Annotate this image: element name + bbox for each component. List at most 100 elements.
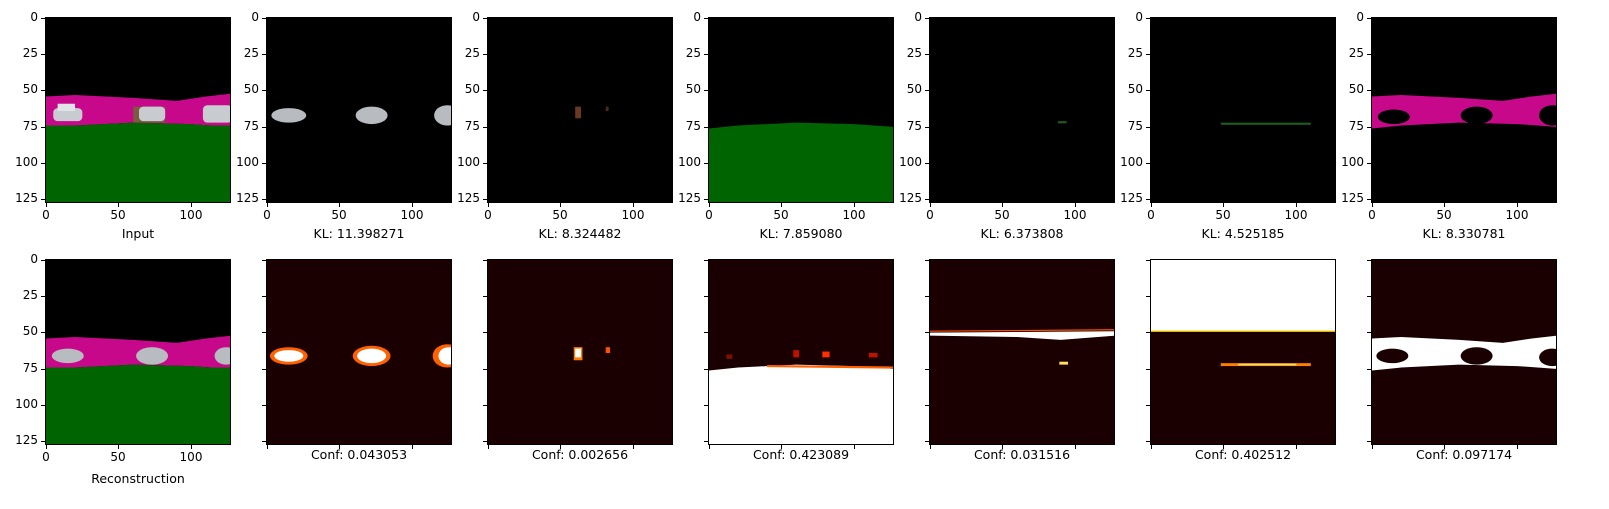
y-tick-label: 75 (685, 119, 701, 133)
x-tick-mark (1444, 445, 1445, 449)
x-tick-label: 100 (179, 450, 203, 464)
y-tick-mark (1367, 260, 1371, 261)
x-tick-mark (118, 203, 119, 207)
y-tick-mark (41, 18, 45, 19)
y-tick-mark (704, 18, 708, 19)
x-tick-mark (1151, 203, 1152, 207)
y-tick-mark (704, 296, 708, 297)
y-tick-mark (41, 405, 45, 406)
y-tick-mark (262, 296, 266, 297)
x-tick-label: 100 (400, 208, 424, 222)
x-tick-mark (191, 445, 192, 449)
y-tick-label: 0 (1356, 10, 1364, 24)
latent-image-5 (1150, 17, 1336, 203)
y-tick-mark (262, 260, 266, 261)
y-tick-mark (1367, 332, 1371, 333)
confidence-heatmap-5 (1150, 259, 1336, 445)
y-tick-mark (704, 90, 708, 91)
x-tick-mark (1002, 203, 1003, 207)
x-tick-mark (191, 203, 192, 207)
y-tick-mark (1146, 405, 1150, 406)
x-tick-mark (560, 445, 561, 449)
x-tick-label: 100 (1284, 208, 1308, 222)
y-tick-label: 25 (243, 46, 259, 60)
y-tick-mark (483, 332, 487, 333)
y-tick-mark (704, 127, 708, 128)
y-tick-label: 75 (906, 119, 922, 133)
x-tick-mark (1075, 445, 1076, 449)
y-tick-mark (262, 127, 266, 128)
y-tick-label: 100 (15, 397, 38, 411)
y-tick-label: 0 (693, 10, 701, 24)
y-tick-label: 50 (243, 82, 259, 96)
y-tick-mark (925, 260, 929, 261)
x-tick-label: 50 (1215, 208, 1231, 222)
y-tick-mark (483, 369, 487, 370)
input-image (45, 17, 231, 203)
x-tick-mark (781, 203, 782, 207)
y-tick-label: 100 (457, 155, 480, 169)
y-tick-label: 125 (15, 191, 38, 205)
x-tick-label: 0 (1147, 208, 1155, 222)
x-tick-label: 50 (1436, 208, 1452, 222)
caption-kl-5: KL: 4.525185 (1201, 226, 1285, 241)
y-tick-mark (1367, 127, 1371, 128)
x-tick-mark (633, 445, 634, 449)
y-tick-label: 50 (1127, 82, 1143, 96)
x-tick-label: 100 (842, 208, 866, 222)
y-tick-mark (925, 18, 929, 19)
y-tick-mark (1146, 127, 1150, 128)
caption-conf-2: Conf: 0.002656 (531, 447, 629, 462)
y-tick-label: 25 (685, 46, 701, 60)
confidence-heatmap-2 (487, 259, 673, 445)
x-tick-mark (1444, 203, 1445, 207)
x-tick-mark (1223, 203, 1224, 207)
x-tick-label: 100 (621, 208, 645, 222)
y-tick-mark (483, 441, 487, 442)
y-tick-mark (1367, 369, 1371, 370)
y-tick-mark (1367, 54, 1371, 55)
y-tick-mark (41, 441, 45, 442)
y-tick-mark (1146, 296, 1150, 297)
x-tick-label: 50 (331, 208, 347, 222)
y-tick-mark (1367, 441, 1371, 442)
y-tick-mark (704, 54, 708, 55)
x-tick-label: 50 (994, 208, 1010, 222)
y-tick-label: 75 (464, 119, 480, 133)
caption-kl-1: KL: 11.398271 (313, 226, 405, 241)
y-tick-label: 125 (236, 191, 259, 205)
x-tick-label: 0 (1368, 208, 1376, 222)
x-tick-label: 50 (110, 208, 126, 222)
y-tick-mark (483, 260, 487, 261)
y-tick-mark (925, 54, 929, 55)
y-tick-mark (262, 332, 266, 333)
caption-kl-4: KL: 6.373808 (980, 226, 1064, 241)
y-tick-mark (925, 127, 929, 128)
y-tick-mark (41, 296, 45, 297)
y-tick-label: 125 (1120, 191, 1143, 205)
y-tick-label: 75 (22, 361, 38, 375)
y-tick-label: 100 (1341, 155, 1364, 169)
y-tick-label: 0 (1135, 10, 1143, 24)
x-tick-label: 0 (484, 208, 492, 222)
x-tick-label: 0 (42, 450, 50, 464)
x-tick-mark (633, 203, 634, 207)
x-tick-mark (488, 203, 489, 207)
y-tick-mark (1146, 90, 1150, 91)
y-tick-label: 125 (15, 433, 38, 447)
confidence-heatmap-6 (1371, 259, 1557, 445)
y-tick-mark (1146, 54, 1150, 55)
x-tick-mark (1223, 445, 1224, 449)
y-tick-label: 100 (1120, 155, 1143, 169)
x-tick-mark (339, 203, 340, 207)
y-tick-mark (1367, 199, 1371, 200)
y-tick-label: 75 (1348, 119, 1364, 133)
x-tick-mark (930, 445, 931, 449)
x-tick-mark (709, 445, 710, 449)
y-tick-label: 50 (906, 82, 922, 96)
x-tick-mark (1296, 203, 1297, 207)
y-tick-mark (704, 369, 708, 370)
x-tick-label: 50 (552, 208, 568, 222)
y-tick-mark (1367, 163, 1371, 164)
x-tick-mark (781, 445, 782, 449)
